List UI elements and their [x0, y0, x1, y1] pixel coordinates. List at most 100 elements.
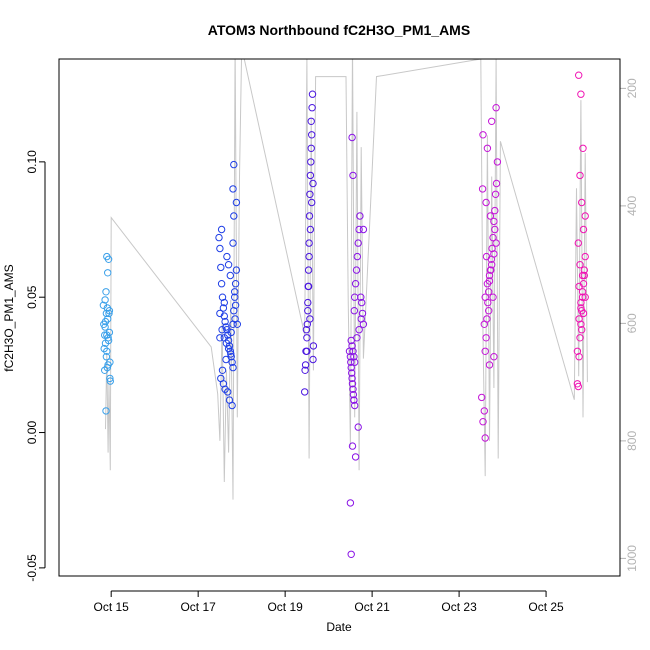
data-point-series-6 [573, 347, 582, 355]
data-point-series-5 [485, 271, 494, 280]
secondary-tick-label: 400 [625, 196, 639, 216]
data-point-series-1 [102, 288, 110, 296]
data-point-series-3 [301, 366, 309, 374]
plot-frame [58, 58, 621, 577]
data-point-series-2 [228, 401, 236, 410]
data-point-series-4 [351, 280, 360, 288]
data-point-series-6 [578, 293, 587, 301]
data-point-series-4 [348, 133, 356, 142]
data-point-series-4 [348, 442, 357, 450]
data-point-series-4 [349, 171, 357, 180]
data-point-series-3 [304, 282, 313, 291]
data-point-series-6 [578, 271, 587, 280]
data-point-series-1 [105, 328, 114, 337]
data-point-series-5 [479, 418, 487, 426]
data-point-series-5 [492, 104, 500, 112]
data-point-series-2 [229, 363, 237, 372]
data-point-series-6 [575, 353, 583, 361]
y-axis-label: fC2H3O_PM1_AMS [2, 264, 16, 371]
data-point-series-6 [574, 382, 582, 391]
data-point-series-2 [217, 225, 226, 234]
data-point-series-5 [486, 212, 495, 220]
data-point-series-4 [350, 353, 358, 361]
data-point-series-6 [577, 304, 585, 312]
data-point-series-5 [487, 266, 495, 274]
data-point-series-4 [352, 266, 361, 274]
data-point-series-2 [227, 328, 235, 337]
y-tick-label: 0.05 [25, 285, 39, 309]
data-point-series-5 [485, 361, 494, 369]
data-point-series-4 [359, 225, 368, 234]
secondary-tick-label: 200 [625, 78, 639, 98]
data-point-series-6 [577, 90, 585, 98]
data-point-series-2 [224, 388, 232, 396]
data-point-series-4 [357, 315, 365, 323]
data-point-series-4 [349, 385, 357, 393]
data-point-series-6 [575, 282, 583, 291]
data-point-series-1 [103, 347, 111, 355]
data-point-series-3 [304, 266, 313, 274]
data-point-series-6 [575, 315, 583, 323]
data-point-series-2 [224, 261, 233, 269]
data-point-series-2 [216, 334, 224, 342]
data-point-series-1 [102, 353, 111, 361]
data-point-series-6 [579, 225, 588, 234]
data-point-series-1 [106, 377, 115, 385]
data-point-series-3 [306, 190, 314, 199]
data-point-series-4 [348, 369, 356, 377]
data-point-series-4 [350, 396, 358, 404]
data-point-series-6 [578, 326, 586, 334]
chart-title: ATOM3 Northbound fC2H3O_PM1_AMS [208, 22, 470, 38]
data-point-series-4 [358, 298, 366, 307]
data-point-series-2 [218, 326, 226, 334]
data-point-series-5 [488, 117, 496, 126]
x-tick-label: Oct 23 [441, 600, 477, 614]
data-point-series-1 [104, 255, 113, 263]
data-point-series-2 [222, 355, 230, 364]
data-point-series-6 [576, 334, 584, 342]
data-point-series-2 [216, 244, 224, 253]
data-point-series-3 [305, 252, 313, 261]
data-point-series-5 [482, 252, 491, 261]
data-point-series-2 [215, 233, 223, 242]
data-point-series-2 [218, 366, 227, 374]
data-point-series-5 [491, 206, 499, 215]
data-point-series-5 [492, 239, 500, 247]
data-point-series-6 [581, 293, 589, 301]
data-point-series-1 [101, 323, 109, 331]
data-point-series-4 [351, 453, 360, 461]
data-point-series-4 [358, 309, 367, 318]
data-point-series-6 [580, 266, 588, 274]
data-point-series-3 [301, 388, 309, 396]
data-point-series-4 [347, 358, 355, 366]
data-point-series-6 [578, 198, 586, 207]
data-point-series-3 [309, 355, 317, 364]
data-point-series-2 [229, 239, 237, 247]
data-point-series-4 [349, 347, 357, 355]
data-point-series-6 [576, 171, 584, 180]
data-point-series-1 [105, 309, 113, 318]
data-point-series-3 [307, 117, 315, 126]
data-point-series-5 [478, 185, 487, 193]
data-point-series-5 [489, 233, 497, 242]
x-tick-label: Oct 25 [528, 600, 564, 614]
data-point-series-2 [228, 358, 236, 366]
data-point-series-5 [488, 244, 496, 253]
data-point-series-4 [348, 342, 356, 350]
data-point-series-3 [303, 347, 311, 355]
data-point-series-2 [231, 301, 240, 309]
data-point-series-5 [481, 347, 489, 355]
data-point-series-4 [348, 374, 356, 383]
data-point-series-2 [216, 309, 224, 318]
data-point-series-5 [480, 320, 488, 328]
data-point-series-1 [106, 358, 114, 366]
data-point-series-3 [308, 198, 316, 207]
data-point-series-4 [351, 401, 359, 410]
data-point-series-5 [492, 179, 501, 188]
data-point-series-6 [577, 320, 585, 328]
data-point-series-3 [301, 361, 310, 369]
y-tick-label: -0.05 [25, 554, 39, 582]
x-tick-label: Oct 19 [267, 600, 303, 614]
data-point-series-3 [304, 298, 312, 307]
